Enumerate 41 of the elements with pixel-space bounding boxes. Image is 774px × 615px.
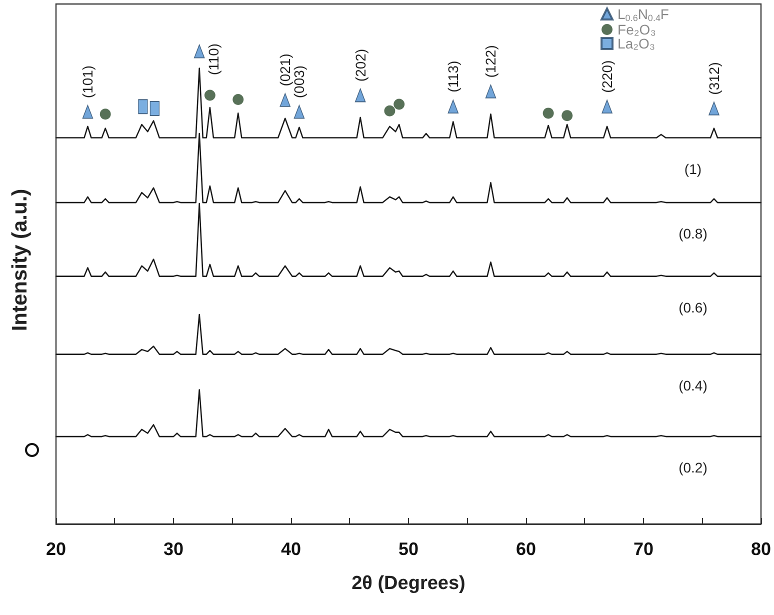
x-tick-label: 30 [163,539,184,559]
series-label: (0.8) [678,226,708,242]
x-tick-label: 40 [280,539,302,559]
point [394,98,405,110]
point [708,102,720,116]
point [354,88,366,102]
legend-label: Fe₂O₃ [618,22,656,38]
point [150,101,160,116]
annotation: (101) [80,65,96,98]
x-tick-label: 80 [750,539,772,559]
x-tick-label: 60 [516,539,536,559]
point [562,110,573,122]
annotation: (122) [482,45,499,78]
point [100,108,111,120]
annotation: (113) [445,60,462,92]
point [384,105,396,116]
legend-label: La₂O₃ [618,36,656,52]
x-tick-label: 50 [398,539,419,559]
point [280,93,291,107]
point [294,104,305,119]
annotation: (202) [352,48,368,82]
annotation: (312) [706,62,722,95]
x-tick-label: 20 [46,539,66,559]
series-label: (0.4) [678,377,708,394]
point [204,90,216,101]
point [542,108,554,119]
point [485,84,496,98]
x-axis-title: 2θ (Degrees) [352,573,466,594]
annotation: (021) [277,54,294,86]
annotation: (220) [599,60,616,93]
annotation: (110) [205,43,222,76]
series-label: (1) [684,160,702,177]
point [602,100,612,114]
x-tick-label: 70 [633,539,654,559]
point [232,94,244,105]
point [82,104,94,119]
point [194,44,205,58]
point [448,100,459,114]
y-axis-title: Intensity (a.u.) [8,188,32,332]
series-label: (0.2) [678,460,708,476]
series-label: (0.6) [678,299,708,316]
